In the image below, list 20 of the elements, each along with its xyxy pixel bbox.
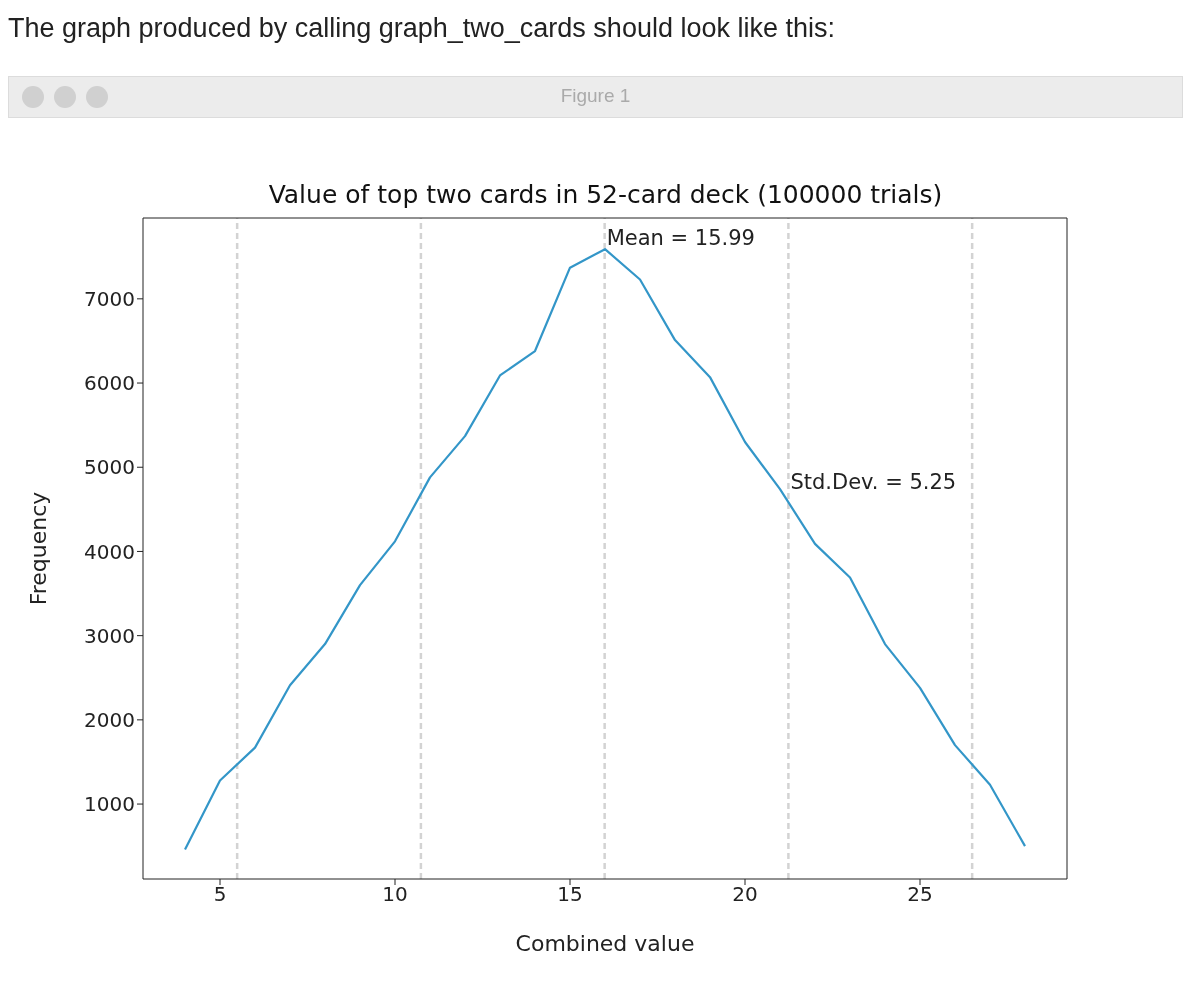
x-tick-label: 15	[557, 882, 583, 907]
x-tick-label: 5	[213, 882, 227, 907]
chart-title: Value of top two cards in 52-card deck (100000 trials)	[267, 180, 944, 209]
y-tick-label: 6000	[84, 371, 135, 396]
x-tick-label: 20	[732, 882, 758, 907]
x-tick-label: 10	[382, 882, 408, 907]
y-axis-title: Frequency	[25, 491, 51, 606]
y-tick-label: 2000	[84, 707, 135, 732]
caption: Figure 1	[559, 85, 632, 107]
y-tick-label: 3000	[84, 623, 135, 648]
y-tick-label: 4000	[84, 539, 135, 564]
text: The graph produced by calling graph_two_cards should look like this:	[8, 12, 836, 45]
y-tick-label: 7000	[84, 286, 135, 311]
line-series	[183, 248, 1027, 851]
x-tick-label: 25	[907, 882, 933, 907]
annotation: Std.Dev. = 5.25	[790, 469, 957, 494]
x-axis-title: Combined value	[515, 931, 695, 956]
y-tick-label: 5000	[84, 455, 135, 480]
y-tick-label: 1000	[84, 792, 135, 817]
annotation: Mean = 15.99	[606, 226, 755, 251]
